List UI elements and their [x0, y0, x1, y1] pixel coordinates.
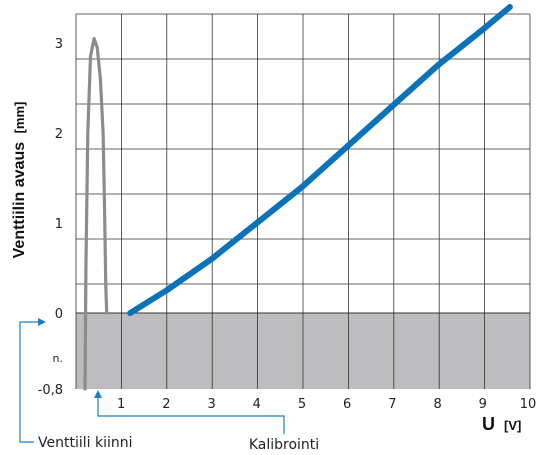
annotation-valve-closed-text: Venttiili kiinni	[38, 435, 133, 451]
arrow-right-icon	[38, 318, 46, 326]
series-line-calibration	[83, 36, 109, 391]
x-tick-label: 2	[162, 397, 170, 412]
annotation-calibration-text: Kalibrointi	[249, 437, 319, 453]
x-tick-label: 4	[253, 397, 261, 412]
y-tick-label: 1	[55, 217, 63, 232]
x-tick-label: 7	[388, 397, 396, 412]
series-line-opening	[127, 4, 513, 316]
arrow-up-icon	[94, 390, 102, 398]
x-tick-label: 10	[520, 397, 537, 412]
grid	[75, 13, 531, 389]
y-axis-label-unit: [mm]	[12, 102, 27, 134]
y-extra-label: n.	[53, 352, 63, 365]
y-axis-label: Venttiilin avaus [mm]	[11, 102, 28, 259]
y-tick-label: 2	[55, 127, 63, 142]
x-tick-label: 6	[343, 397, 351, 412]
x-axis-label-unit: [V]	[504, 418, 521, 433]
y-tick-label: 0	[55, 307, 63, 322]
x-axis-label-text: U	[482, 414, 495, 434]
y-tick-label: 3	[55, 37, 63, 52]
x-tick-label: 8	[433, 397, 441, 412]
x-tick-label: 3	[207, 397, 215, 412]
series-layer	[83, 4, 513, 391]
annotation-calibration-leader	[97, 398, 285, 434]
annotation-valve-closed: Venttiili kiinni	[19, 318, 133, 451]
y-axis-label-text: Venttiilin avaus	[11, 142, 28, 259]
x-tick-label: 5	[298, 397, 306, 412]
x-axis-label: U [V]	[482, 414, 521, 434]
tick-labels: 1 2 3 4 5 6 7 8 9 10 -0,8 0 1 2 3 n.	[38, 37, 537, 412]
annotation-calibration: Kalibrointi	[94, 390, 319, 453]
y-tick-label: -0,8	[38, 383, 63, 398]
x-tick-label: 1	[117, 397, 125, 412]
annotation-valve-closed-leader	[19, 321, 38, 443]
x-tick-label: 9	[479, 397, 487, 412]
